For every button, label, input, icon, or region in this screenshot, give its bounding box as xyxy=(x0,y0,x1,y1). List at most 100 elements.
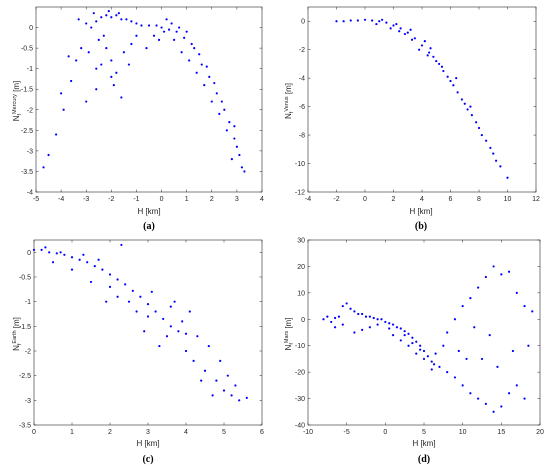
y-tick-label: 0 xyxy=(301,19,305,26)
scatter-point xyxy=(500,273,503,276)
scatter-point xyxy=(116,295,119,298)
scatter-point xyxy=(415,340,418,343)
y-tick-label: -1 xyxy=(27,66,33,73)
scatter-point xyxy=(146,315,150,318)
scatter-point xyxy=(170,22,173,25)
scatter-point xyxy=(105,14,108,17)
x-tick-label: 10 xyxy=(459,429,467,436)
scatter-point xyxy=(415,352,418,355)
scatter-point xyxy=(364,315,368,318)
x-tick-label: 0 xyxy=(160,196,164,203)
scatter-point xyxy=(461,384,464,387)
scatter-point xyxy=(356,19,359,22)
scatter-point xyxy=(32,248,36,251)
scatter-point xyxy=(152,34,156,37)
x-tick-label: 3 xyxy=(146,429,150,436)
scatter-point xyxy=(353,331,356,334)
scatter-point xyxy=(488,334,491,337)
scatter-point xyxy=(457,349,460,353)
scatter-point xyxy=(157,38,161,41)
x-tick-label: -1 xyxy=(133,196,139,203)
scatter-point xyxy=(403,32,406,36)
scatter-point xyxy=(418,48,421,51)
y-tick-label: -0.5 xyxy=(21,46,33,53)
scatter-point xyxy=(77,18,80,21)
y-tick-label: -3 xyxy=(27,148,33,155)
scatter-point xyxy=(381,18,384,21)
scatter-point xyxy=(399,339,402,342)
scatter-point xyxy=(51,261,55,264)
panel-label-b: (b) xyxy=(415,221,427,232)
scatter-point xyxy=(469,392,472,395)
panel-label-d: (d) xyxy=(418,454,430,465)
scatter-point xyxy=(82,253,85,256)
xlabel-b: H [km] xyxy=(409,207,432,216)
scatter-point xyxy=(127,63,131,66)
x-tick-label: 3 xyxy=(235,196,239,203)
scatter-point xyxy=(496,365,499,368)
scatter-point xyxy=(391,323,395,326)
scatter-point xyxy=(75,59,78,62)
y-tick-label: -1.5 xyxy=(19,324,31,331)
x-tick-label: 8 xyxy=(477,196,481,203)
y-tick-label: -1 xyxy=(25,299,31,306)
scatter-point xyxy=(337,315,341,318)
scatter-point xyxy=(70,256,74,259)
scatter-point xyxy=(372,316,375,320)
scatter-point xyxy=(218,112,221,115)
axes-frame-d xyxy=(307,239,541,426)
y-tick-label: 0 xyxy=(301,317,305,324)
scatter-point xyxy=(460,98,463,101)
scatter-point xyxy=(100,16,103,19)
plot-area-a: -5 -4 -3 -2 -1 0 1 2 3 4-4-3.5-3-2.5-2-1.5-1-0.50 xyxy=(21,6,264,203)
scatter-point xyxy=(368,326,371,329)
scatter-point xyxy=(200,379,203,382)
scatter-point xyxy=(107,10,110,13)
scatter-point xyxy=(449,79,452,83)
x-tick-label: 20 xyxy=(536,429,544,436)
x-tick-label: 5 xyxy=(222,429,226,436)
y-tick-label: -20 xyxy=(295,370,305,377)
scatter-point xyxy=(428,51,431,54)
scatter-point xyxy=(432,55,435,58)
scatter-point xyxy=(90,26,93,29)
scatter-point xyxy=(220,100,223,103)
ylabel-a: NfMercury [m] xyxy=(12,81,23,122)
scatter-point xyxy=(438,62,441,66)
scatter-point xyxy=(127,300,131,303)
scatter-point xyxy=(409,28,412,31)
y-tick-label: 20 xyxy=(297,264,305,271)
scatter-point xyxy=(213,81,216,85)
scatter-series-a xyxy=(42,10,246,173)
scatter-series-c xyxy=(32,243,248,402)
scatter-point xyxy=(385,21,388,24)
scatter-point xyxy=(434,352,437,355)
scatter-series-d xyxy=(322,265,534,413)
scatter-point xyxy=(188,59,191,62)
scatter-point xyxy=(357,312,360,316)
scatter-point xyxy=(361,328,364,331)
scatter-point xyxy=(105,300,108,303)
scatter-point xyxy=(485,139,488,142)
scatter-point xyxy=(230,394,233,397)
scatter-point xyxy=(395,22,398,26)
x-tick-label: 12 xyxy=(532,196,540,203)
scatter-point xyxy=(40,248,43,251)
scatter-point xyxy=(175,30,178,33)
panel-label-a: (a) xyxy=(143,221,155,232)
scatter-point xyxy=(193,47,196,50)
scatter-point xyxy=(410,38,414,41)
scatter-point xyxy=(100,63,103,66)
scatter-point xyxy=(97,38,100,41)
scatter-point xyxy=(143,330,146,333)
y-tick-label: -10 xyxy=(295,161,305,168)
scatter-point xyxy=(515,384,518,387)
scatter-point xyxy=(177,330,180,333)
scatter-point xyxy=(430,360,433,363)
scatter-point xyxy=(477,397,480,400)
scatter-point xyxy=(155,24,158,27)
scatter-point xyxy=(222,389,226,392)
scatter-point xyxy=(411,341,414,345)
scatter-point xyxy=(225,129,228,132)
scatter-point xyxy=(219,359,222,362)
